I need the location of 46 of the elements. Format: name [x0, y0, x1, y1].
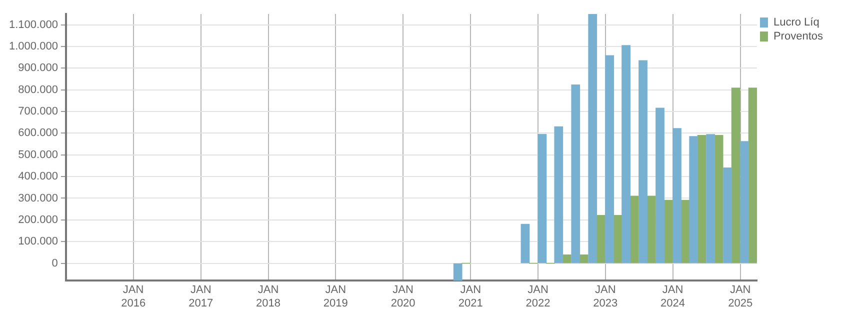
y-tick-label: 100.000: [18, 236, 58, 248]
bar: [571, 84, 580, 264]
bar: [538, 134, 547, 264]
y-tick-label: 900.000: [18, 62, 58, 74]
bar: [731, 88, 740, 264]
bar: [689, 136, 698, 264]
x-tick-label: JAN 2019: [323, 284, 348, 310]
y-tick-label: 1.100.000: [9, 18, 58, 31]
x-tick-label: JAN 2022: [526, 284, 550, 310]
y-tick-label: 400.000: [18, 170, 58, 183]
bar: [554, 126, 564, 264]
bar: [596, 215, 606, 264]
bar: [714, 135, 724, 264]
x-tick-label: JAN 2017: [188, 284, 214, 310]
bar: [588, 14, 598, 264]
bar: [453, 263, 462, 281]
bar: [740, 141, 749, 264]
bar: [622, 45, 630, 264]
y-tick-label: 800.000: [18, 84, 58, 96]
y-tick-label: 1.000.000: [9, 40, 58, 53]
bar: [520, 224, 530, 264]
x-tick-label: JAN 2024: [660, 284, 686, 310]
bar: [706, 134, 716, 264]
y-tick-label: 200.000: [18, 214, 58, 226]
x-tick-label: JAN 2023: [593, 284, 618, 310]
bar: [630, 196, 639, 264]
x-tick-label: JAN 2020: [390, 284, 416, 310]
x-tick-label: JAN 2021: [458, 284, 483, 310]
y-tick-label: 700.000: [18, 106, 58, 118]
x-tick-label: JAN 2016: [121, 284, 146, 310]
legend-label: Lucro Líq: [773, 16, 820, 29]
x-tick-label: JAN 2025: [728, 284, 753, 310]
bar: [664, 200, 673, 264]
y-tick-label: 0: [52, 257, 58, 270]
bar: [646, 196, 656, 264]
bar: [605, 55, 614, 264]
bar: [697, 135, 706, 264]
bar: [723, 168, 732, 264]
legend-label: Proventos: [773, 30, 824, 43]
bar: [638, 60, 648, 264]
y-tick-label: 300.000: [18, 192, 58, 204]
x-tick-label: JAN 2018: [256, 284, 281, 310]
bar: [656, 108, 664, 264]
y-tick-label: 500.000: [18, 148, 58, 161]
bar: [672, 128, 682, 264]
y-tick-label: 600.000: [18, 127, 58, 140]
